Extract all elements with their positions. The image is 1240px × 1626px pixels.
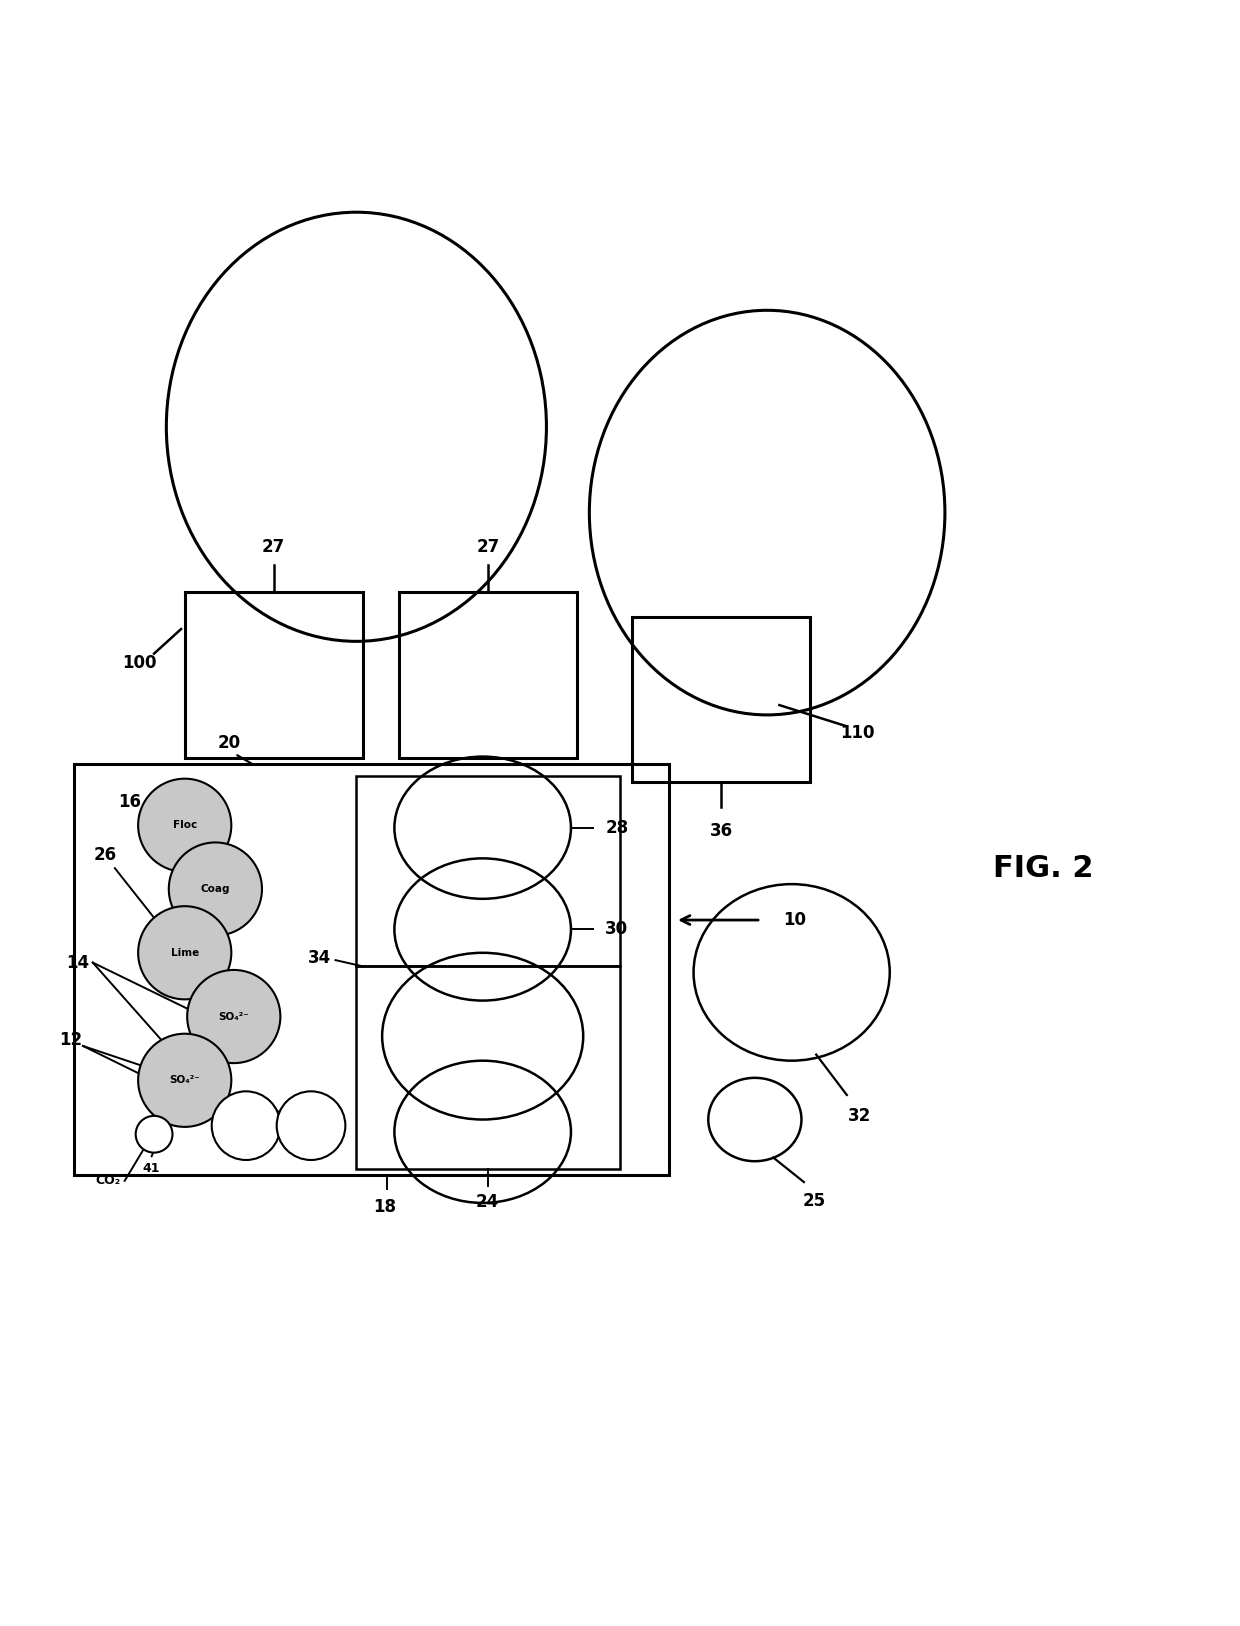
- Circle shape: [277, 1091, 346, 1159]
- Text: CO₂: CO₂: [95, 1174, 120, 1187]
- Text: FIG. 2: FIG. 2: [993, 854, 1094, 883]
- Text: 10: 10: [784, 911, 806, 928]
- Text: Lime: Lime: [171, 948, 198, 958]
- Text: 26: 26: [93, 847, 117, 865]
- Text: 27: 27: [476, 538, 500, 556]
- Text: 36: 36: [709, 821, 733, 839]
- Text: 14: 14: [67, 953, 89, 972]
- Text: 12: 12: [60, 1031, 82, 1049]
- Text: 41: 41: [143, 1163, 160, 1176]
- Circle shape: [169, 842, 262, 935]
- Text: SO₄²⁻: SO₄²⁻: [218, 1011, 249, 1021]
- Text: 27: 27: [262, 538, 285, 556]
- Text: 28: 28: [605, 820, 629, 837]
- Text: 25: 25: [802, 1192, 826, 1210]
- Text: 34: 34: [308, 948, 331, 967]
- Circle shape: [187, 971, 280, 1063]
- Text: 16: 16: [118, 792, 141, 810]
- Text: 24: 24: [476, 1193, 500, 1211]
- Circle shape: [138, 1034, 232, 1127]
- Text: 18: 18: [373, 1198, 396, 1216]
- Text: 30: 30: [605, 920, 629, 938]
- Text: SO₄²⁻: SO₄²⁻: [170, 1075, 200, 1085]
- Circle shape: [138, 906, 232, 1000]
- Text: 110: 110: [841, 724, 875, 743]
- Text: 20: 20: [217, 733, 241, 751]
- Circle shape: [135, 1115, 172, 1153]
- Circle shape: [138, 779, 232, 872]
- Text: 100: 100: [122, 654, 156, 673]
- Text: 32: 32: [847, 1107, 870, 1125]
- Text: Floc: Floc: [172, 820, 197, 831]
- Text: Coag: Coag: [201, 885, 231, 894]
- Circle shape: [212, 1091, 280, 1159]
